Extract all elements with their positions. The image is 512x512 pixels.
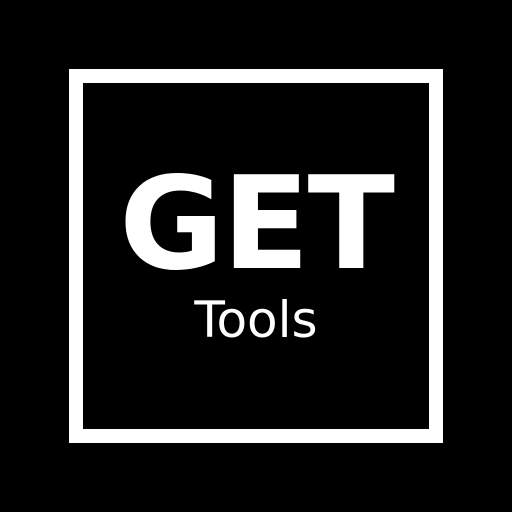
logo-frame [69,69,443,443]
logo-sub-text: Tools [194,291,318,349]
logo-main-text: GET [119,150,395,299]
